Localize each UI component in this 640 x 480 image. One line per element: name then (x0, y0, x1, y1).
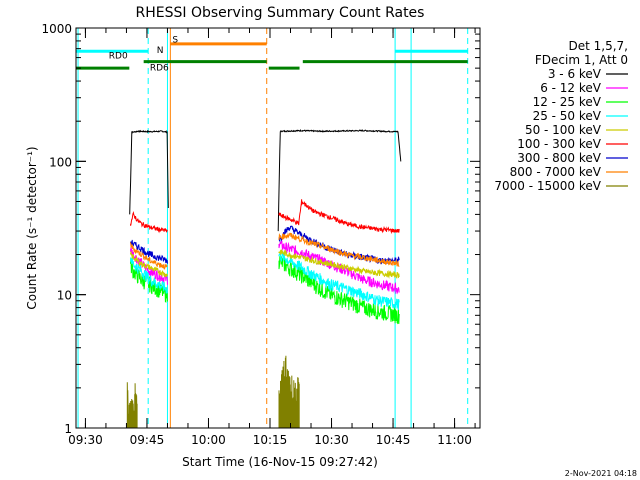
y-tick-label-2: 100 (49, 155, 72, 169)
x-axis-label: Start Time (16-Nov-15 09:27:42) (182, 455, 378, 469)
legend-label-0: 3 - 6 keV (548, 67, 602, 81)
flag-rd0-label: RD0 (109, 52, 128, 62)
observing-flags: SN RD0 RD6 (76, 35, 468, 74)
series-25-50-keV-seg-1 (278, 251, 400, 311)
x-tick-label-6: 11:00 (437, 433, 472, 447)
y-axis: 1 10 100 1000 (41, 22, 480, 436)
series-25-50-keV-seg-0 (130, 256, 168, 294)
x-tick-label-4: 10:30 (314, 433, 349, 447)
series-6-12-keV-seg-1 (278, 238, 400, 295)
legend-label-6: 300 - 800 keV (517, 151, 601, 165)
series-50-100-keV-seg-1 (278, 249, 400, 279)
series-7000-15000-keV-seg-1 (278, 355, 300, 429)
series-800-7000-keV-seg-1 (278, 232, 400, 268)
series-800-7000-keV-seg-0 (130, 242, 168, 270)
legend-label-7: 800 - 7000 keV (510, 165, 602, 179)
flag-n-label: N (157, 46, 164, 56)
series-3-6-keV-seg-1 (277, 129, 402, 232)
y-tick-label-3: 1000 (41, 22, 72, 36)
series-12-25-keV-seg-1 (278, 255, 400, 325)
x-tick-label-0: 09:30 (68, 433, 103, 447)
legend-label-4: 50 - 100 keV (525, 123, 602, 137)
x-tick-label-1: 09:45 (130, 433, 165, 447)
legend-label-8: 7000 - 15000 keV (494, 179, 601, 193)
series-100-300-keV-seg-0 (130, 211, 168, 234)
flag-s-label: S (172, 35, 178, 45)
event-vertical-lines (77, 28, 469, 428)
x-tick-label-3: 10:15 (253, 433, 288, 447)
x-axis: 09:30 09:45 10:00 10:15 10:30 10:45 11:00 (68, 28, 476, 447)
series-300-800-keV-seg-1 (278, 225, 400, 265)
legend-header-0: Det 1,5,7, (569, 39, 629, 53)
x-tick-label-5: 10:45 (376, 433, 411, 447)
count-rate-series (126, 129, 402, 429)
series-100-300-keV-seg-1 (278, 199, 400, 235)
legend-label-5: 100 - 300 keV (517, 137, 601, 151)
series-300-800-keV-seg-0 (130, 239, 168, 264)
chart-title: RHESSI Observing Summary Count Rates (136, 5, 425, 21)
legend-label-1: 6 - 12 keV (540, 81, 602, 95)
x-tick-label-2: 10:00 (191, 433, 226, 447)
y-axis-label: Count Rate (s⁻¹ detector⁻¹) (25, 146, 39, 309)
flag-rd6-label: RD6 (150, 64, 169, 74)
y-tick-label-1: 10 (57, 289, 72, 303)
plot-frame (75, 27, 481, 429)
footer-timestamp: 2-Nov-2021 04:18 (565, 469, 637, 478)
legend-header-1: FDecim 1, Att 0 (535, 53, 628, 67)
series-7000-15000-keV-seg-0 (126, 382, 138, 429)
legend-label-3: 25 - 50 keV (533, 109, 602, 123)
series-50-100-keV-seg-0 (130, 250, 168, 278)
y-tick-label-0: 1 (64, 422, 72, 436)
series-3-6-keV-seg-0 (129, 129, 169, 215)
legend-label-2: 12 - 25 keV (533, 95, 602, 109)
